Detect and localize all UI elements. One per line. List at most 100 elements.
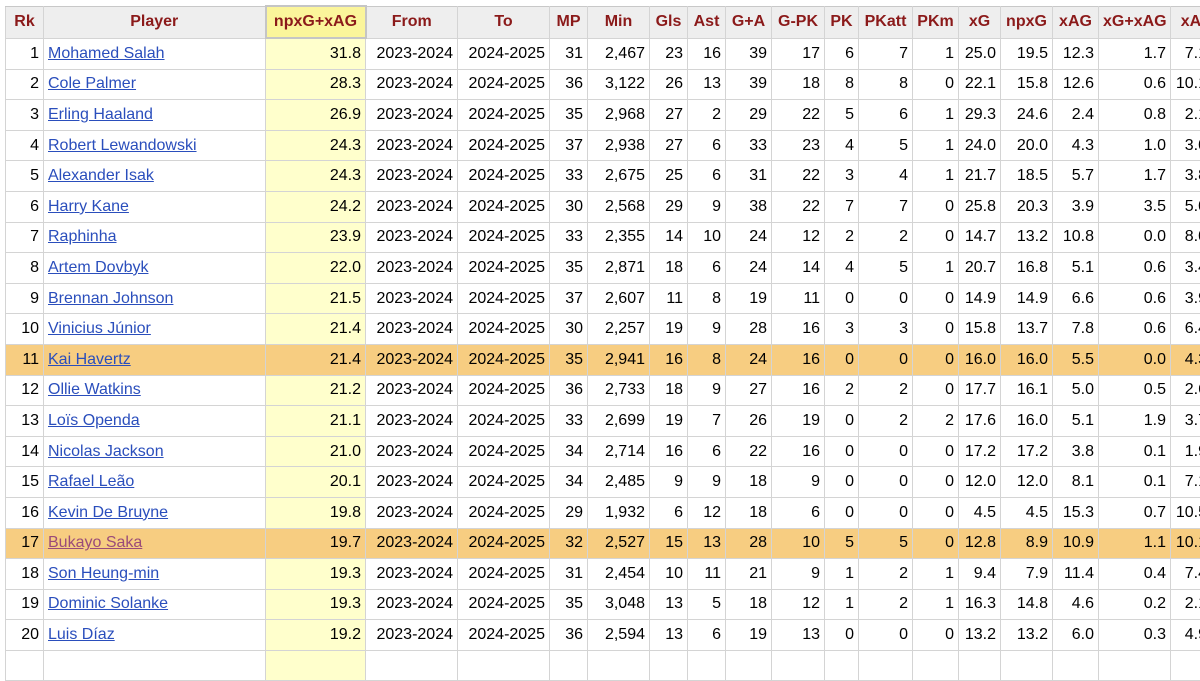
cell-xg: 12.8 xyxy=(959,528,1001,559)
column-header-player[interactable]: Player xyxy=(44,6,266,38)
column-header-rk[interactable]: Rk xyxy=(6,6,44,38)
cell-from: 2023-2024 xyxy=(366,100,458,131)
cell-player: Rafael Leão xyxy=(44,467,266,498)
player-link[interactable]: Dominic Solanke xyxy=(48,595,168,612)
column-header-npxg-xag[interactable]: npxG+xAG xyxy=(266,6,366,38)
column-header-gpk[interactable]: G-PK xyxy=(772,6,825,38)
cell-rk: 19 xyxy=(6,589,44,620)
player-link[interactable]: Rafael Leão xyxy=(48,473,134,490)
column-header-npxg[interactable]: npxG xyxy=(1001,6,1053,38)
cell-npxg: 18.5 xyxy=(1001,161,1053,192)
cell-pkatt: 0 xyxy=(859,344,913,375)
cell-xg-xag: 0.0 xyxy=(1099,344,1171,375)
cell-xa: 3.0 xyxy=(1171,130,1200,161)
cell-xa: 4.3 xyxy=(1171,344,1200,375)
cell-ast: 13 xyxy=(688,69,726,100)
cell-gls: 23 xyxy=(650,38,688,69)
cell-player: Nicolas Jackson xyxy=(44,436,266,467)
cell-gpk: 22 xyxy=(772,191,825,222)
column-header-mp[interactable]: MP xyxy=(550,6,588,38)
cell-gls: 25 xyxy=(650,161,688,192)
player-link[interactable]: Alexander Isak xyxy=(48,167,154,184)
player-link[interactable]: Mohamed Salah xyxy=(48,45,165,62)
player-link[interactable]: Brennan Johnson xyxy=(48,290,173,307)
cell-mp: 33 xyxy=(550,222,588,253)
cell-xa: 6.4 xyxy=(1171,314,1200,345)
cell-ga: 18 xyxy=(726,497,772,528)
cell-npxg-xag: 24.3 xyxy=(266,161,366,192)
column-header-xg[interactable]: xG xyxy=(959,6,1001,38)
column-header-to[interactable]: To xyxy=(458,6,550,38)
player-link[interactable]: Erling Haaland xyxy=(48,106,153,123)
cell-min: 2,699 xyxy=(588,406,650,437)
cell-xg: 16.3 xyxy=(959,589,1001,620)
column-header-gls[interactable]: Gls xyxy=(650,6,688,38)
cell-npxg-xag: 31.8 xyxy=(266,38,366,69)
column-header-xa[interactable]: xA xyxy=(1171,6,1200,38)
cell-pkm: 0 xyxy=(913,497,959,528)
cell-pk: 5 xyxy=(825,100,859,131)
cell-xa: 5.0 xyxy=(1171,191,1200,222)
cell-xag: 10.8 xyxy=(1053,222,1099,253)
column-header-ga[interactable]: G+A xyxy=(726,6,772,38)
cell-ga: 39 xyxy=(726,38,772,69)
cell-from: 2023-2024 xyxy=(366,436,458,467)
cell-mp: 35 xyxy=(550,589,588,620)
column-header-min[interactable]: Min xyxy=(588,6,650,38)
cell-xa: 3.7 xyxy=(1171,406,1200,437)
cell-ast: 6 xyxy=(688,620,726,651)
column-header-pk[interactable]: PK xyxy=(825,6,859,38)
cell-xg: 25.0 xyxy=(959,38,1001,69)
cell-mp: 34 xyxy=(550,467,588,498)
cell-npxg: 20.0 xyxy=(1001,130,1053,161)
player-link[interactable]: Artem Dovbyk xyxy=(48,259,148,276)
player-link[interactable]: Cole Palmer xyxy=(48,75,136,92)
cell-npxg-xag: 22.0 xyxy=(266,253,366,284)
cell-xag: 7.8 xyxy=(1053,314,1099,345)
player-link[interactable]: Robert Lewandowski xyxy=(48,137,197,154)
cell-player: Artem Dovbyk xyxy=(44,253,266,284)
cell-npxg-xag: 28.3 xyxy=(266,69,366,100)
player-link[interactable]: Bukayo Saka xyxy=(48,534,142,551)
player-link[interactable]: Kevin De Bruyne xyxy=(48,504,168,521)
cell-ast: 10 xyxy=(688,222,726,253)
cell-pkatt: 4 xyxy=(859,161,913,192)
cell-pk: 0 xyxy=(825,620,859,651)
column-header-pkm[interactable]: PKm xyxy=(913,6,959,38)
cell-pk: 0 xyxy=(825,344,859,375)
cell-xg: 9.4 xyxy=(959,559,1001,590)
cell-mp: 34 xyxy=(550,436,588,467)
player-link[interactable]: Son Heung-min xyxy=(48,565,159,582)
cell-npxg-xag: 21.0 xyxy=(266,436,366,467)
cell-from: 2023-2024 xyxy=(366,283,458,314)
player-link[interactable]: Luis Díaz xyxy=(48,626,115,643)
player-link[interactable]: Loïs Openda xyxy=(48,412,140,429)
cell-xg-xag: 0.6 xyxy=(1099,314,1171,345)
cell-rk: 7 xyxy=(6,222,44,253)
player-link[interactable]: Kai Havertz xyxy=(48,351,131,368)
player-link[interactable]: Nicolas Jackson xyxy=(48,443,164,460)
cell-xag: 12.3 xyxy=(1053,38,1099,69)
player-link[interactable]: Raphinha xyxy=(48,228,117,245)
cell-xag: 5.1 xyxy=(1053,253,1099,284)
cell-player: Robert Lewandowski xyxy=(44,130,266,161)
table-row-partial xyxy=(6,650,1200,681)
column-header-xag[interactable]: xAG xyxy=(1053,6,1099,38)
column-header-xg-xag[interactable]: xG+xAG xyxy=(1099,6,1171,38)
column-header-from[interactable]: From xyxy=(366,6,458,38)
cell-empty xyxy=(825,650,859,681)
player-link[interactable]: Harry Kane xyxy=(48,198,129,215)
player-link[interactable]: Vinicius Júnior xyxy=(48,320,151,337)
cell-min: 2,941 xyxy=(588,344,650,375)
cell-mp: 36 xyxy=(550,69,588,100)
player-link[interactable]: Ollie Watkins xyxy=(48,381,141,398)
cell-xg-xag: 0.1 xyxy=(1099,467,1171,498)
column-header-pkatt[interactable]: PKatt xyxy=(859,6,913,38)
cell-pk: 4 xyxy=(825,130,859,161)
cell-ast: 6 xyxy=(688,130,726,161)
column-header-ast[interactable]: Ast xyxy=(688,6,726,38)
